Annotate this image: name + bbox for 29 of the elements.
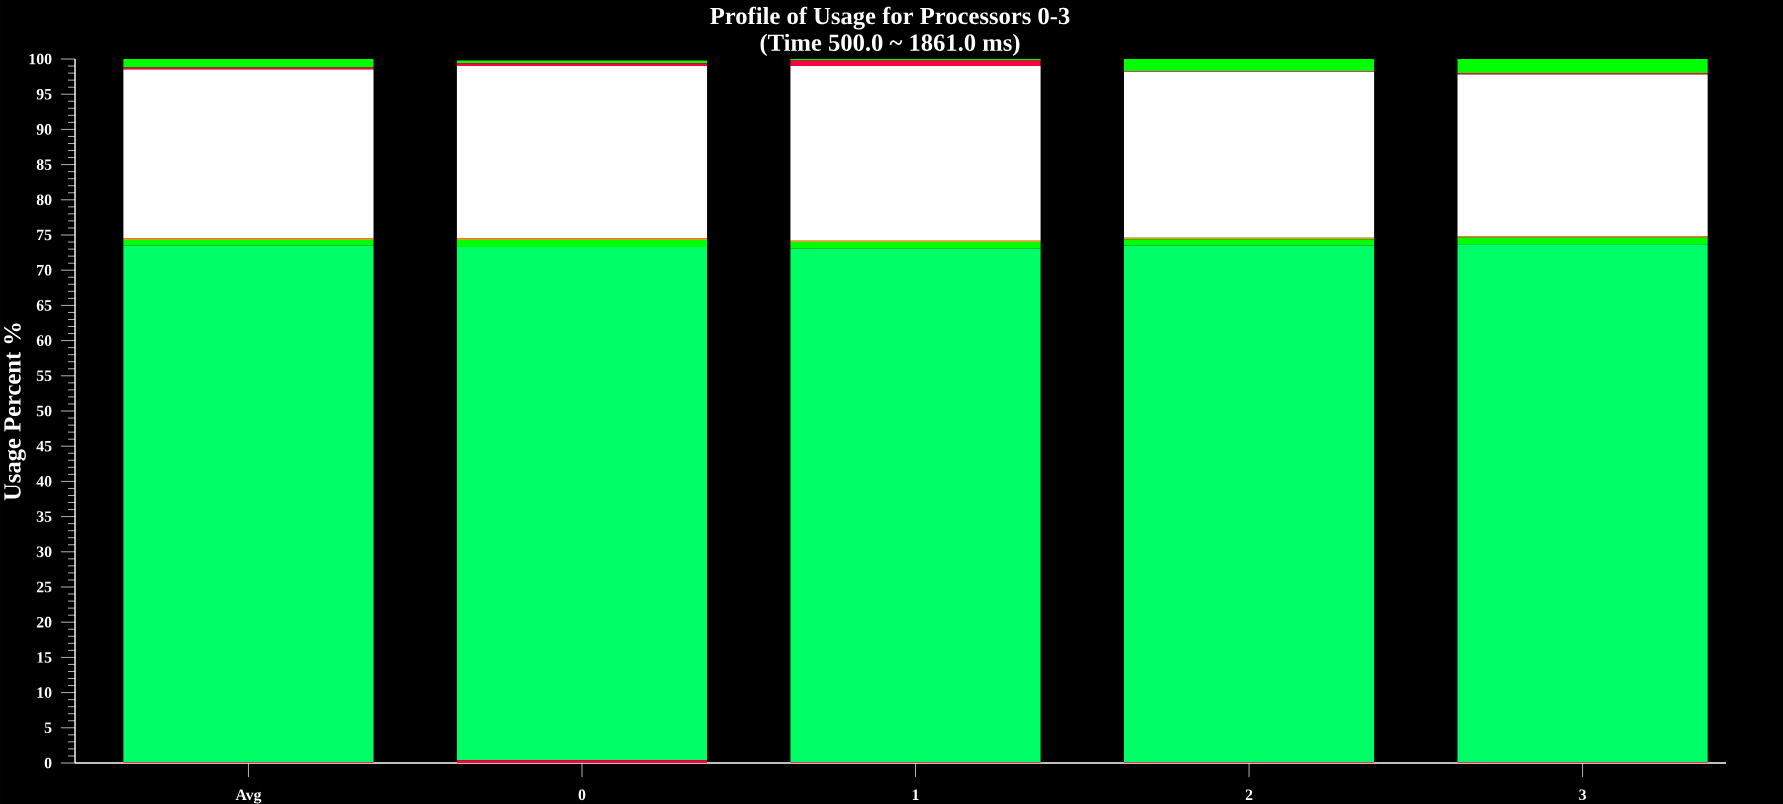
y-tick-label: 5 [44, 722, 52, 734]
y-tick-label: 100 [29, 53, 52, 65]
y-tick-label: 80 [36, 194, 52, 206]
x-tick-label: 2 [1245, 789, 1253, 800]
y-tick-label: 85 [36, 159, 52, 170]
y-tick-label: 65 [36, 300, 52, 311]
y-axis-title: Usage Percent % [4, 323, 26, 501]
y-tick-label: 0 [44, 757, 52, 769]
chart-subtitle: (Time 500.0 ~ 1861.0 ms) [760, 33, 1020, 56]
y-tick-label: 60 [36, 335, 52, 346]
x-tick-label: 1 [912, 789, 919, 800]
y-tick-label: 35 [36, 511, 52, 522]
y-tick-label: 75 [37, 229, 52, 241]
x-tick-label: Avg [235, 789, 262, 804]
x-tick-label: 0 [578, 789, 586, 801]
x-tick-label: 3 [1579, 789, 1587, 801]
y-tick-label: 45 [36, 440, 52, 452]
y-tick-label: 95 [36, 88, 52, 100]
y-tick-label: 15 [37, 652, 52, 663]
y-tick-label: 10 [37, 687, 52, 698]
y-tick-label: 90 [36, 124, 52, 135]
y-tick-label: 25 [36, 581, 52, 593]
y-tick-label: 40 [36, 476, 52, 487]
y-tick-label: 30 [36, 546, 52, 558]
y-tick-label: 55 [36, 370, 52, 382]
y-tick-label: 20 [36, 616, 52, 628]
y-tick-label: 70 [37, 264, 52, 276]
chart-title: Profile of Usage for Processors 0-3 [710, 6, 1070, 30]
y-tick-label: 50 [36, 405, 52, 417]
